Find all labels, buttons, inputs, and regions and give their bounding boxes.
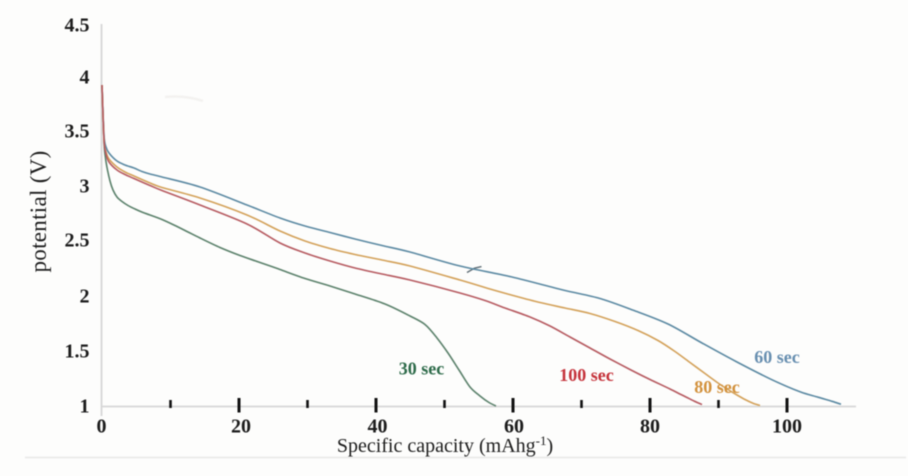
- svg-text:80: 80: [640, 416, 660, 438]
- svg-text:80 sec: 80 sec: [694, 377, 739, 397]
- svg-text:20: 20: [231, 416, 251, 438]
- svg-text:0: 0: [97, 416, 107, 438]
- svg-text:30 sec: 30 sec: [399, 359, 444, 379]
- svg-text:4: 4: [80, 67, 90, 89]
- svg-text:3: 3: [80, 176, 90, 198]
- svg-text:1.5: 1.5: [65, 341, 90, 363]
- svg-text:4.5: 4.5: [65, 15, 90, 37]
- svg-text:100 sec: 100 sec: [559, 365, 613, 385]
- svg-text:Specific capacity (mAhg-1): Specific capacity (mAhg-1): [337, 433, 553, 457]
- svg-text:2: 2: [80, 286, 90, 308]
- svg-text:60 sec: 60 sec: [754, 347, 799, 367]
- svg-text:2.5: 2.5: [65, 230, 90, 252]
- svg-text:40: 40: [368, 416, 388, 438]
- svg-text:1: 1: [80, 396, 90, 418]
- svg-text:60: 60: [504, 416, 524, 438]
- svg-text:100: 100: [772, 416, 802, 438]
- svg-text:3.5: 3.5: [65, 121, 90, 143]
- svg-text:potential (V): potential (V): [26, 150, 51, 272]
